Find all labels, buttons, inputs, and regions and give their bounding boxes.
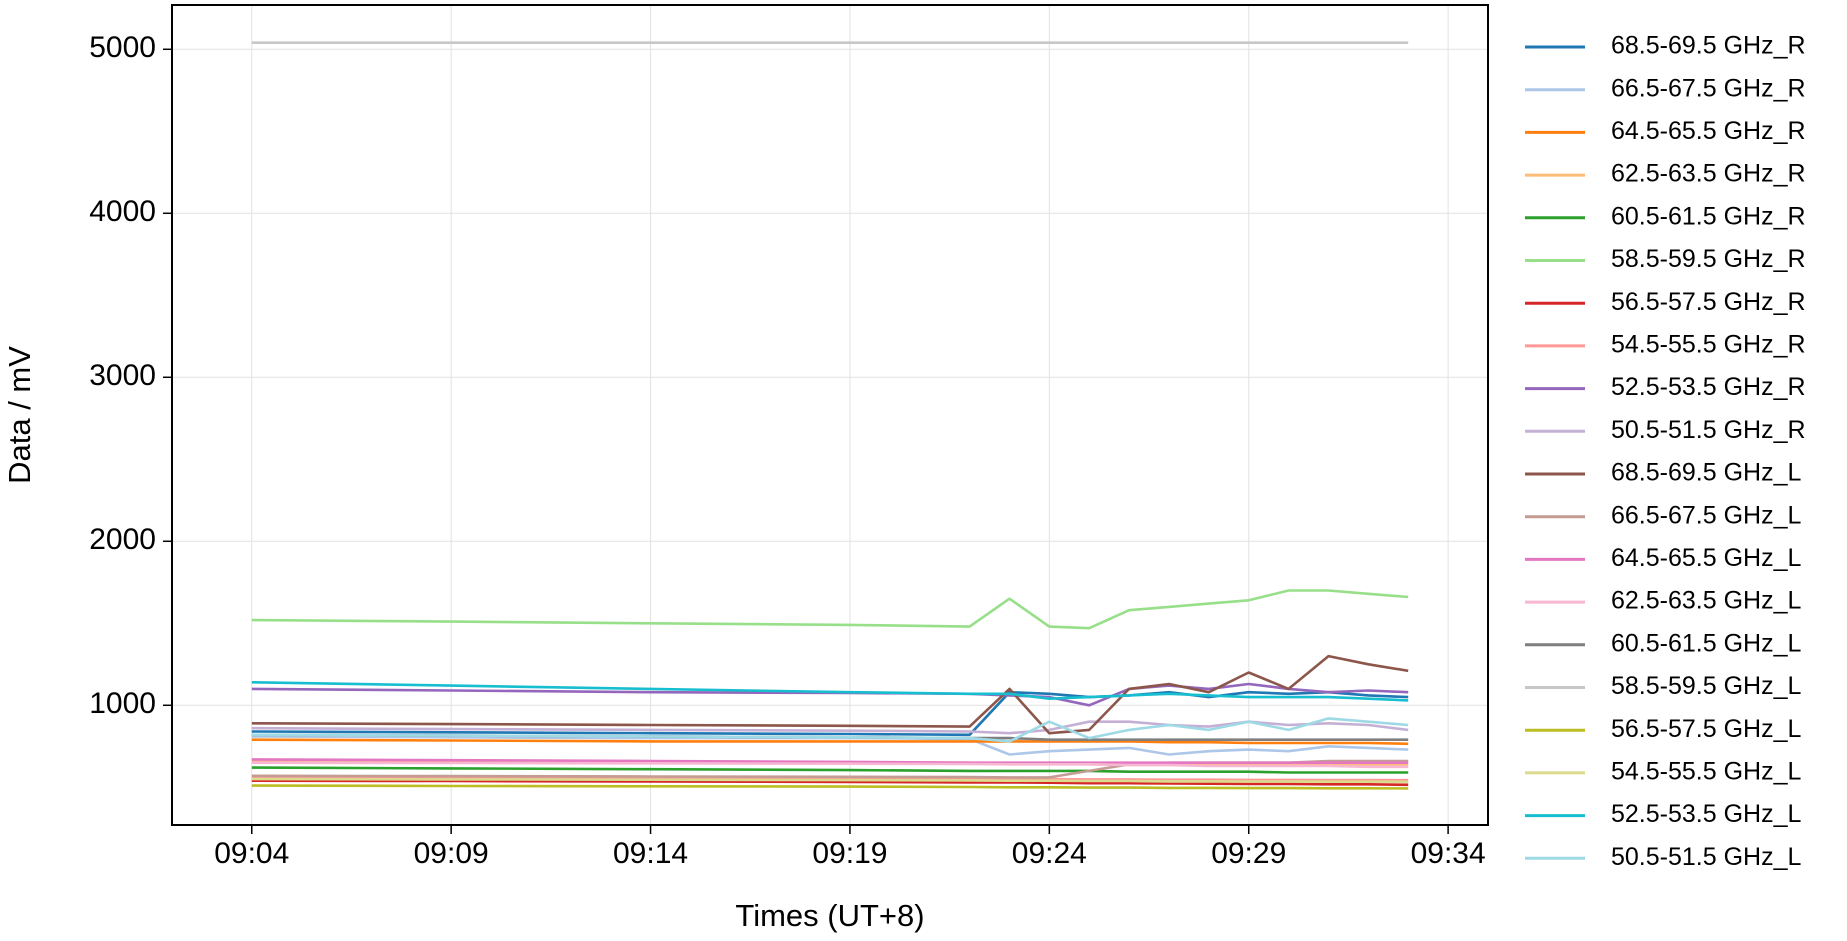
series-line <box>251 654 1409 735</box>
y-tick-label: 5000 <box>89 31 156 64</box>
legend-label: 58.5-59.5 GHz_L <box>1611 672 1801 700</box>
legend-label: 64.5-65.5 GHz_L <box>1611 544 1801 572</box>
x-axis-title: Times (UT+8) <box>735 898 924 933</box>
y-tick-label: 1000 <box>89 687 156 720</box>
legend-label: 66.5-67.5 GHz_R <box>1611 74 1806 102</box>
legend-label: 50.5-51.5 GHz_L <box>1611 843 1801 871</box>
x-tick-label: 09:09 <box>414 837 489 870</box>
x-tick-label: 09:19 <box>812 837 887 870</box>
x-tick-label: 09:14 <box>613 837 688 870</box>
legend-label: 54.5-55.5 GHz_R <box>1611 331 1806 359</box>
y-tick-label: 3000 <box>89 359 156 392</box>
series-line <box>251 784 1409 790</box>
series-line <box>251 776 1409 782</box>
legend-label: 64.5-65.5 GHz_R <box>1611 117 1806 145</box>
x-tick-label: 09:29 <box>1211 837 1286 870</box>
legend-label: 62.5-63.5 GHz_R <box>1611 160 1806 188</box>
legend-label: 52.5-53.5 GHz_L <box>1611 800 1801 828</box>
y-tick-label: 2000 <box>89 523 156 556</box>
legend-label: 62.5-63.5 GHz_L <box>1611 587 1801 615</box>
series-line <box>251 777 1409 784</box>
legend-label: 60.5-61.5 GHz_R <box>1611 202 1806 230</box>
legend-label: 68.5-69.5 GHz_L <box>1611 459 1801 487</box>
x-tick-label: 09:24 <box>1012 837 1087 870</box>
legend-label: 50.5-51.5 GHz_R <box>1611 416 1806 444</box>
legend-label: 58.5-59.5 GHz_R <box>1611 245 1806 273</box>
series-line <box>251 717 1409 743</box>
legend-label: 52.5-53.5 GHz_R <box>1611 373 1806 401</box>
plot-frame <box>171 4 1489 826</box>
series-line <box>251 761 1409 769</box>
series-line <box>251 738 1409 746</box>
x-tick-label: 09:04 <box>214 837 289 870</box>
legend-label: 56.5-57.5 GHz_R <box>1611 288 1806 316</box>
x-tick-label: 09:34 <box>1411 837 1486 870</box>
legend-label: 68.5-69.5 GHz_R <box>1611 32 1806 60</box>
series-line <box>251 766 1409 774</box>
series-line <box>251 758 1409 764</box>
series-line <box>251 681 1409 702</box>
legend-label: 56.5-57.5 GHz_L <box>1611 715 1801 743</box>
legend-label: 66.5-67.5 GHz_L <box>1611 501 1801 529</box>
y-tick-label: 4000 <box>89 195 156 228</box>
legend-label: 54.5-55.5 GHz_L <box>1611 758 1801 786</box>
y-axis-title: Data / mV <box>2 346 37 484</box>
series-line <box>251 779 1409 787</box>
legend-label: 60.5-61.5 GHz_L <box>1611 629 1801 657</box>
series-line <box>251 589 1409 630</box>
